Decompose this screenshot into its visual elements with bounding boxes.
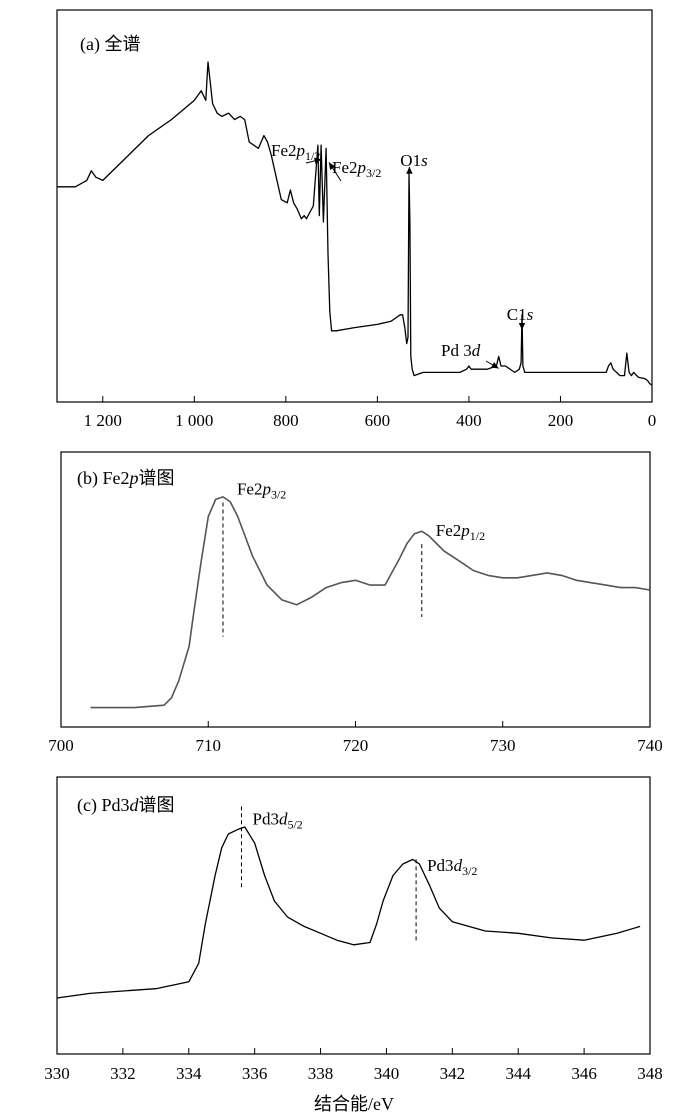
survey-label-fe2p32: Fe2p3/2: [332, 158, 381, 180]
pd3d-peak-markers: Pd3d5/2 Pd3d3/2: [240, 806, 477, 943]
fe2p-x-tick-label: 710: [196, 736, 222, 755]
fe2p12-arrow-head: [314, 157, 322, 164]
survey-panel-label: (a) 全谱: [80, 34, 140, 55]
survey-x-tick-label: 800: [273, 411, 299, 430]
fe2p32-arrow-head: [328, 162, 336, 170]
fe2p-panel-label: (b) Fe2p谱图: [77, 468, 175, 489]
fe2p-spectrum-panel: (b) Fe2p谱图 700 710 720 730 740 Fe2p3/2 Fe2p1/…: [48, 451, 663, 755]
pd3d-x-tick-label: 348: [637, 1064, 663, 1083]
survey-peak-annotations: Fe2p1/2 Fe2p3/2 O1s C1s Pd 3d: [271, 141, 534, 369]
survey-spectrum-line: [57, 61, 653, 386]
fe2p-x-tick-labels: 700 710 720 730 740: [48, 736, 663, 755]
survey-spectrum-panel: (a) 全谱 1 200 1 000 800 600 400 200 0 Fe2p1/2Fe…: [56, 9, 657, 430]
survey-x-tick-label: 200: [548, 411, 574, 430]
survey-x-tick-label: 0: [648, 411, 657, 430]
pd3d-x-tick-label: 344: [505, 1064, 531, 1083]
fe2p-peak-markers: Fe2p3/2 Fe2p1/2: [222, 480, 485, 637]
pd3d-plot-frame: [56, 776, 651, 1055]
survey-x-tick-label: 400: [456, 411, 482, 430]
pd3d-peak-label-pd32: Pd3d3/2: [427, 856, 477, 878]
fe2p-x-ticks: [60, 721, 651, 727]
fe2p-peak-label-fe12: Fe2p1/2: [436, 521, 485, 543]
fe2p-x-tick-label: 720: [343, 736, 369, 755]
pd3d-x-tick-label: 346: [571, 1064, 597, 1083]
fe2p-spectrum-line: [90, 496, 651, 709]
pd3d-x-tick-label: 332: [110, 1064, 136, 1083]
pd3d-x-tick-label: 342: [440, 1064, 466, 1083]
pd3d-spectrum-line: [56, 826, 641, 999]
pd3d-x-tick-label: 334: [176, 1064, 202, 1083]
pd3d-peak-label-pd52: Pd3d5/2: [252, 810, 302, 832]
survey-x-tick-labels: 1 200 1 000 800 600 400 200 0: [84, 411, 657, 430]
fe2p-x-tick-label: 740: [637, 736, 663, 755]
fe2p-plot-frame: [60, 451, 651, 728]
fe2p-peak-label-fe32: Fe2p3/2: [237, 480, 286, 502]
pd3d-panel-label: (c) Pd3d谱图: [77, 795, 175, 816]
o1s-arrow-head: [406, 166, 413, 174]
survey-label-fe2p12: Fe2p1/2: [271, 141, 320, 163]
survey-label-o1s: O1s: [400, 151, 428, 170]
pd3d-arrow-head: [491, 362, 499, 369]
survey-x-ticks: [102, 396, 653, 402]
survey-x-tick-label: 600: [365, 411, 391, 430]
c1s-arrow-head: [518, 323, 526, 330]
pd3d-x-tick-label: 330: [44, 1064, 70, 1083]
x-axis-label: 结合能/eV: [314, 1094, 394, 1114]
fe2p-x-tick-label: 730: [490, 736, 516, 755]
survey-x-tick-label: 1 200: [84, 411, 122, 430]
survey-x-tick-label: 1 000: [175, 411, 213, 430]
fe2p-x-tick-label: 700: [48, 736, 74, 755]
pd3d-x-ticks: [56, 1048, 651, 1054]
pd3d-spectrum-panel: (c) Pd3d谱图 330 332 334 336 338 340 342 344 346 34…: [44, 776, 663, 1114]
survey-plot-frame: [56, 9, 653, 403]
pd3d-x-tick-label: 338: [308, 1064, 334, 1083]
survey-label-pd3d: Pd 3d: [441, 341, 481, 360]
pd3d-x-tick-label: 340: [374, 1064, 400, 1083]
pd3d-x-tick-labels: 330 332 334 336 338 340 342 344 346 348: [44, 1064, 663, 1083]
pd3d-x-tick-label: 336: [242, 1064, 268, 1083]
survey-label-c1s: C1s: [507, 305, 534, 324]
